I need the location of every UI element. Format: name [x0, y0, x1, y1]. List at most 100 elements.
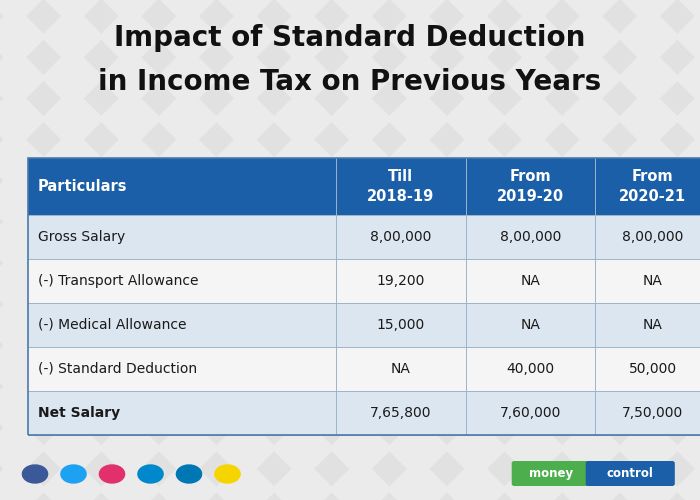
- Polygon shape: [660, 164, 695, 198]
- Polygon shape: [257, 492, 292, 500]
- Polygon shape: [429, 164, 464, 198]
- Polygon shape: [487, 328, 522, 363]
- Polygon shape: [257, 410, 292, 445]
- Polygon shape: [199, 122, 234, 157]
- Polygon shape: [660, 286, 695, 322]
- Text: 15,000: 15,000: [377, 318, 425, 332]
- Text: (-) Transport Allowance: (-) Transport Allowance: [38, 274, 198, 288]
- Polygon shape: [429, 40, 464, 75]
- Polygon shape: [660, 369, 695, 404]
- Polygon shape: [84, 246, 119, 280]
- Circle shape: [215, 465, 240, 483]
- Circle shape: [138, 465, 163, 483]
- Polygon shape: [257, 122, 292, 157]
- Polygon shape: [84, 204, 119, 240]
- Text: (-) Standard Deduction: (-) Standard Deduction: [38, 362, 197, 376]
- Polygon shape: [199, 328, 234, 363]
- FancyBboxPatch shape: [28, 391, 700, 435]
- Polygon shape: [314, 204, 349, 240]
- Text: control: control: [607, 467, 654, 480]
- Polygon shape: [199, 369, 234, 404]
- Polygon shape: [257, 204, 292, 240]
- Circle shape: [99, 465, 125, 483]
- Polygon shape: [487, 164, 522, 198]
- Text: 40,000: 40,000: [506, 362, 554, 376]
- Text: 8,00,000: 8,00,000: [370, 230, 431, 244]
- Polygon shape: [199, 410, 234, 445]
- Polygon shape: [545, 164, 580, 198]
- Text: in Income Tax on Previous Years: in Income Tax on Previous Years: [99, 68, 601, 96]
- Polygon shape: [314, 492, 349, 500]
- Polygon shape: [314, 81, 349, 116]
- Polygon shape: [487, 452, 522, 486]
- Polygon shape: [660, 81, 695, 116]
- Polygon shape: [314, 369, 349, 404]
- Polygon shape: [257, 164, 292, 198]
- Text: NA: NA: [520, 274, 540, 288]
- Polygon shape: [372, 81, 407, 116]
- Polygon shape: [0, 0, 4, 34]
- Text: (-) Medical Allowance: (-) Medical Allowance: [38, 318, 186, 332]
- Text: 7,65,800: 7,65,800: [370, 406, 431, 420]
- FancyBboxPatch shape: [586, 461, 675, 486]
- Text: money: money: [529, 467, 573, 480]
- Polygon shape: [84, 410, 119, 445]
- Polygon shape: [372, 246, 407, 280]
- Text: NA: NA: [391, 362, 411, 376]
- Polygon shape: [199, 164, 234, 198]
- Polygon shape: [26, 81, 61, 116]
- Polygon shape: [314, 0, 349, 34]
- Polygon shape: [545, 40, 580, 75]
- Polygon shape: [602, 81, 637, 116]
- Polygon shape: [429, 410, 464, 445]
- Polygon shape: [487, 81, 522, 116]
- Polygon shape: [487, 122, 522, 157]
- Polygon shape: [199, 452, 234, 486]
- Polygon shape: [141, 328, 176, 363]
- Polygon shape: [372, 40, 407, 75]
- Polygon shape: [487, 410, 522, 445]
- Polygon shape: [141, 81, 176, 116]
- Polygon shape: [602, 369, 637, 404]
- Text: Impact of Standard Deduction: Impact of Standard Deduction: [114, 24, 586, 52]
- Polygon shape: [314, 164, 349, 198]
- Polygon shape: [84, 164, 119, 198]
- Polygon shape: [257, 286, 292, 322]
- Text: Gross Salary: Gross Salary: [38, 230, 125, 244]
- Text: Particulars: Particulars: [38, 178, 127, 194]
- Polygon shape: [660, 0, 695, 34]
- Polygon shape: [660, 410, 695, 445]
- Polygon shape: [660, 40, 695, 75]
- Polygon shape: [26, 492, 61, 500]
- Polygon shape: [660, 122, 695, 157]
- Text: From
2020-21: From 2020-21: [620, 169, 686, 203]
- Polygon shape: [602, 40, 637, 75]
- Polygon shape: [0, 286, 4, 322]
- Circle shape: [61, 465, 86, 483]
- Polygon shape: [141, 40, 176, 75]
- Polygon shape: [314, 286, 349, 322]
- Polygon shape: [141, 122, 176, 157]
- FancyBboxPatch shape: [28, 303, 700, 347]
- Polygon shape: [545, 410, 580, 445]
- Polygon shape: [545, 246, 580, 280]
- Polygon shape: [372, 452, 407, 486]
- Polygon shape: [84, 122, 119, 157]
- Polygon shape: [26, 452, 61, 486]
- Polygon shape: [26, 410, 61, 445]
- Polygon shape: [84, 328, 119, 363]
- Polygon shape: [602, 492, 637, 500]
- Circle shape: [22, 465, 48, 483]
- Polygon shape: [487, 286, 522, 322]
- Polygon shape: [0, 492, 4, 500]
- Polygon shape: [429, 0, 464, 34]
- Polygon shape: [429, 369, 464, 404]
- Text: NA: NA: [643, 318, 663, 332]
- Text: NA: NA: [520, 318, 540, 332]
- Polygon shape: [429, 286, 464, 322]
- Polygon shape: [141, 369, 176, 404]
- Polygon shape: [372, 286, 407, 322]
- Text: 50,000: 50,000: [629, 362, 677, 376]
- Text: From
2019-20: From 2019-20: [497, 169, 564, 203]
- Polygon shape: [0, 204, 4, 240]
